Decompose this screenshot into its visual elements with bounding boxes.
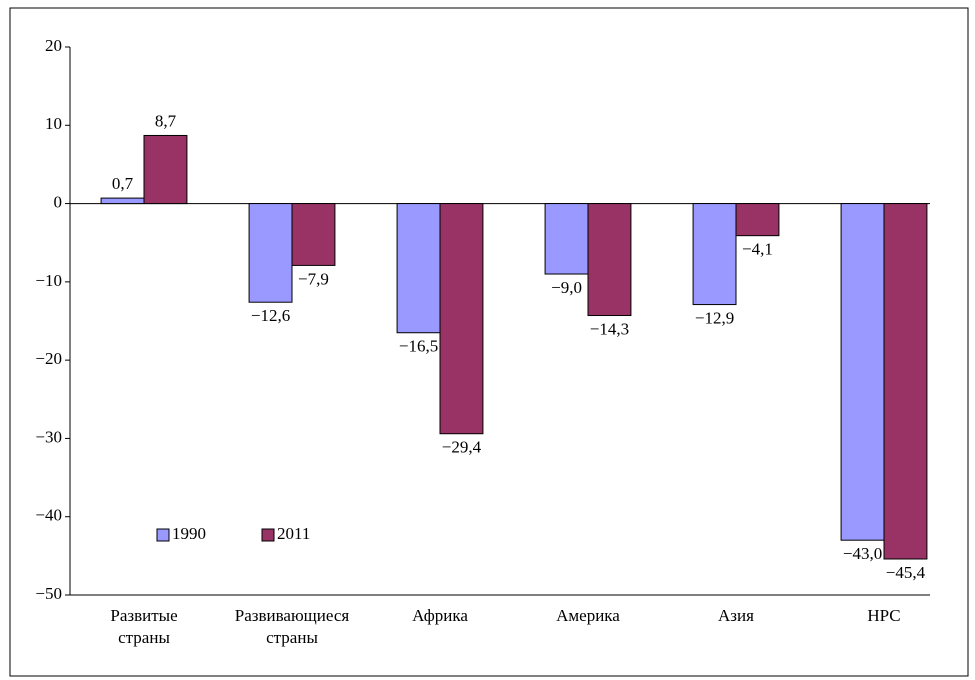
y-tick-label: 10: [45, 114, 62, 133]
bar: [100, 197, 145, 205]
bar: [291, 203, 336, 266]
frame: [9, 7, 969, 677]
x-tick-label: Африка: [412, 606, 468, 625]
y-tick-label: 0: [54, 192, 63, 211]
y-tick-label: −10: [35, 271, 62, 290]
data-label: −29,4: [442, 438, 482, 457]
bar: [883, 203, 928, 560]
data-label: −12,6: [251, 306, 290, 325]
x-tick-label: Развивающиеся страны: [235, 606, 350, 647]
data-label: −45,4: [886, 563, 926, 582]
legend-label: 1990: [172, 524, 206, 543]
bar: [439, 203, 484, 435]
bar: [587, 203, 632, 317]
x-tick-label: Америка: [556, 606, 620, 625]
bar: [692, 203, 737, 306]
x-tick-label: Азия: [718, 606, 754, 625]
data-label: −14,3: [590, 319, 629, 338]
data-label: 8,7: [155, 111, 177, 130]
bar: [396, 203, 441, 334]
y-tick-label: −40: [35, 506, 62, 525]
bar: [544, 203, 589, 275]
legend-swatch: [156, 528, 170, 542]
y-tick-label: 20: [45, 36, 62, 55]
legend-label: 2011: [277, 524, 310, 543]
x-tick-label: Развитые страны: [110, 606, 177, 647]
data-label: −9,0: [551, 278, 582, 297]
y-tick-label: −20: [35, 349, 62, 368]
bar: [735, 203, 780, 237]
y-tick-label: −50: [35, 584, 62, 603]
data-label: −16,5: [399, 337, 438, 356]
bar: [840, 203, 885, 541]
y-tick-label: −30: [35, 427, 62, 446]
data-label: −43,0: [843, 544, 882, 563]
bar: [143, 134, 188, 205]
bar: [248, 203, 293, 303]
data-label: 0,7: [112, 174, 134, 193]
data-label: −7,9: [298, 269, 329, 288]
data-label: −4,1: [742, 240, 773, 259]
data-label: −12,9: [695, 308, 734, 327]
legend-swatch: [261, 528, 275, 542]
x-tick-label: НРС: [867, 606, 900, 625]
